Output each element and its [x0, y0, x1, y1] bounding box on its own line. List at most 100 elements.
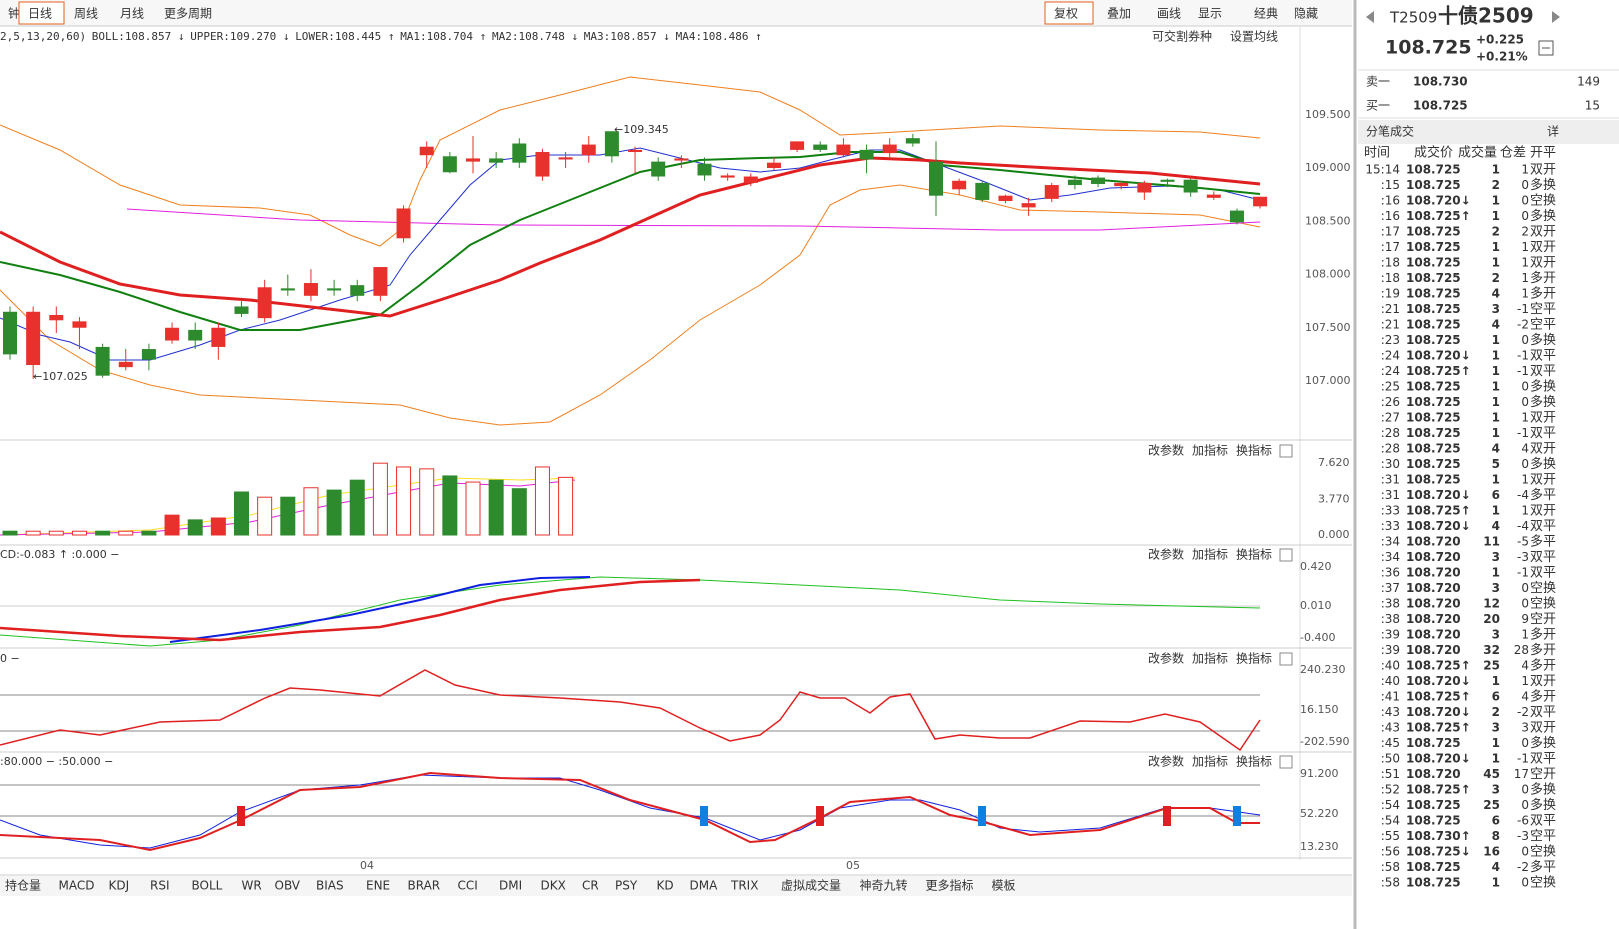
indicator-tab[interactable]: TRIX: [730, 879, 758, 893]
trades-detail[interactable]: 详: [1547, 124, 1559, 139]
indicator-tab[interactable]: ENE: [366, 879, 390, 893]
indicator-tab[interactable]: WR: [242, 879, 262, 893]
indicator-tab[interactable]: BOLL: [192, 879, 223, 893]
indicator-tab[interactable]: 神奇九转: [860, 878, 908, 893]
trade-volume: 2: [1492, 225, 1500, 239]
panel-button[interactable]: 加指标: [1192, 651, 1228, 666]
period-tab[interactable]: 月线: [120, 7, 144, 21]
volume-bar: [95, 530, 111, 536]
panel-button[interactable]: 加指标: [1192, 754, 1228, 769]
panel-tick: -0.400: [1300, 631, 1335, 644]
period-tab[interactable]: 周线: [74, 7, 98, 21]
close-box[interactable]: [1279, 652, 1293, 666]
period-tab[interactable]: 钟: [8, 6, 20, 21]
candle-body: [442, 156, 457, 173]
trade-time: :34: [1381, 535, 1400, 549]
trade-price: 108.725: [1406, 395, 1461, 409]
price-tick: 108.000: [1305, 268, 1351, 281]
panel-button[interactable]: 换指标: [1236, 651, 1272, 666]
candle-body: [95, 346, 110, 376]
trade-price: 108.720: [1406, 628, 1461, 642]
close-box[interactable]: [1279, 755, 1293, 769]
indicator-tab[interactable]: RSI: [150, 879, 170, 893]
indicator-tab[interactable]: DMA: [690, 879, 719, 893]
trade-volume: 1: [1492, 209, 1500, 223]
trade-price: 108.720: [1406, 535, 1461, 549]
tool-button[interactable]: 经典: [1254, 7, 1278, 21]
indicator-tab[interactable]: 模板: [992, 879, 1016, 893]
trade-time: :54: [1381, 798, 1400, 812]
indicator-tab[interactable]: PSY: [615, 879, 638, 893]
button[interactable]: 可交割券种: [1152, 29, 1212, 44]
volume-bar: [558, 476, 574, 536]
indicator-tab[interactable]: BIAS: [316, 879, 344, 893]
trade-volume: 3: [1492, 581, 1500, 595]
candle-body: [905, 138, 920, 144]
trade-oi: 0: [1521, 395, 1529, 409]
trade-price: 108.725: [1406, 256, 1461, 270]
trade-type: 多开: [1530, 286, 1556, 302]
candle-body: [1229, 210, 1244, 223]
trade-time: :28: [1381, 426, 1400, 440]
tool-button[interactable]: 隐藏: [1294, 7, 1318, 21]
trade-oi: -1: [1517, 349, 1529, 363]
period-tab[interactable]: 日线: [28, 7, 52, 21]
indicator-tab[interactable]: BRAR: [408, 879, 441, 893]
candle-body: [697, 163, 712, 176]
panel-button[interactable]: 改参数: [1148, 547, 1184, 562]
panel-button[interactable]: 加指标: [1192, 443, 1228, 458]
trade-price: 108.725: [1406, 318, 1461, 332]
panel-button[interactable]: 换指标: [1236, 754, 1272, 769]
indicator-tab[interactable]: DKX: [541, 879, 566, 893]
volume-bar: [303, 487, 319, 536]
panel-button[interactable]: 改参数: [1148, 754, 1184, 769]
close-box[interactable]: [1279, 444, 1293, 458]
trade-oi: 1: [1521, 473, 1529, 487]
panel-label: 0 −: [0, 652, 20, 665]
tool-button[interactable]: 复权: [1054, 7, 1078, 21]
volume-bar: [511, 488, 527, 536]
indicator-tab[interactable]: MACD: [59, 879, 95, 893]
trade-price: 108.725: [1406, 860, 1461, 874]
trade-volume: 1: [1492, 256, 1500, 270]
panel-button[interactable]: 改参数: [1148, 651, 1184, 666]
indicator-tab[interactable]: CR: [582, 879, 599, 893]
indicator-tab[interactable]: KD: [657, 879, 674, 893]
button[interactable]: 设置均线: [1230, 30, 1278, 44]
panel-button[interactable]: 加指标: [1192, 547, 1228, 562]
trade-price: 108.725: [1406, 287, 1461, 301]
period-tab[interactable]: 更多周期: [164, 7, 212, 21]
volume-bar: [25, 530, 41, 536]
tool-button[interactable]: 叠加: [1107, 7, 1131, 21]
trade-price: 108.725: [1406, 426, 1461, 440]
candle-body: [813, 144, 828, 150]
indicator-tab[interactable]: 持仓量: [5, 878, 41, 893]
tool-button[interactable]: 显示: [1198, 7, 1222, 21]
trade-time: :33: [1381, 504, 1400, 518]
trade-price: 108.725: [1406, 457, 1461, 471]
trade-type: 多开: [1530, 270, 1556, 286]
trade-time: :39: [1381, 628, 1400, 642]
trade-time: :31: [1381, 488, 1400, 502]
panel-button[interactable]: 改参数: [1148, 443, 1184, 458]
candle-body: [604, 131, 619, 157]
trade-volume: 2: [1492, 705, 1500, 719]
indicator-tab[interactable]: OBV: [275, 879, 301, 893]
volume-bar: [164, 514, 180, 536]
trade-price: 108.725: [1406, 411, 1461, 425]
panel-button[interactable]: 换指标: [1236, 443, 1272, 458]
indicator-tab[interactable]: DMI: [499, 879, 522, 893]
trade-price: 108.725: [1406, 271, 1461, 285]
tool-button[interactable]: 画线: [1157, 7, 1181, 21]
indicator-tab[interactable]: 虚拟成交量: [781, 878, 841, 893]
candle-body: [535, 152, 550, 177]
panel-button[interactable]: 换指标: [1236, 547, 1272, 562]
close-box[interactable]: [1279, 548, 1293, 562]
trade-oi: -5: [1517, 535, 1529, 549]
indicator-tab[interactable]: KDJ: [109, 879, 130, 893]
candle-body: [975, 182, 990, 200]
indicator-tab[interactable]: CCI: [458, 879, 478, 893]
candle-body: [118, 361, 133, 368]
indicator-tab[interactable]: 更多指标: [926, 878, 974, 893]
trade-time: :16: [1381, 194, 1400, 208]
